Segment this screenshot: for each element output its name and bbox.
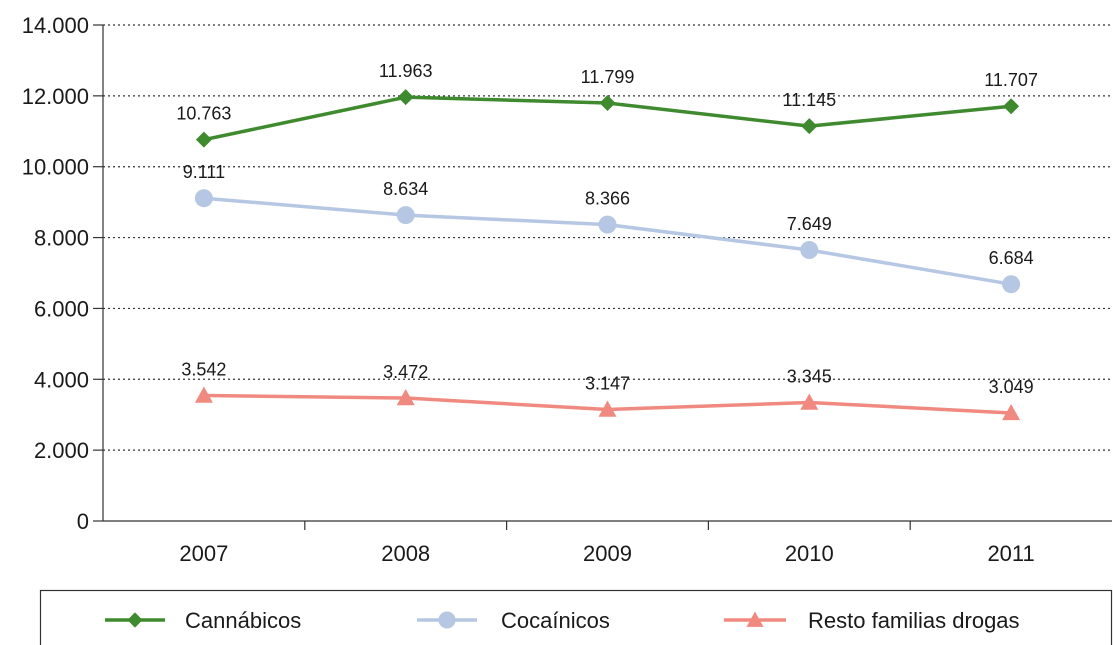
y-tick-label: 8.000 [34,226,89,251]
data-label-Cannábicos-2011: 11.707 [984,70,1038,90]
x-tick-label-2008: 2008 [381,541,430,566]
y-tick-label: 12.000 [22,84,89,109]
data-point-Cannábicos-2010 [801,118,818,135]
y-tick-label: 10.000 [22,155,89,180]
legend-label: Cocaínicos [501,608,610,633]
data-point-Cocaínicos-2011 [1002,275,1021,294]
data-label-Resto familias drogas-2009: 3.147 [585,374,630,394]
legend-label: Cannábicos [185,608,301,633]
legend-label: Resto familias drogas [808,608,1020,633]
legend-item-Cannábicos: Cannábicos [105,608,301,633]
series-Cocaínicos [194,189,1021,294]
series-line-Cocaínicos [203,196,1012,286]
data-point-Resto familias drogas-2010 [800,393,819,410]
series-Cannábicos [195,89,1020,148]
data-label-Cocaínicos-2008: 8.634 [383,179,428,199]
data-point-Resto familias drogas-2011 [1002,403,1021,421]
x-tick-label-2007: 2007 [179,541,228,566]
x-tick-label-2011: 2011 [987,541,1034,566]
data-label-Cannábicos-2007: 10.763 [176,104,231,124]
data-label-Cocaínicos-2011: 6.684 [989,248,1034,268]
y-tick-label: 6.000 [34,296,89,321]
y-tick-label: 0 [77,509,89,534]
legend-marker-circle [438,611,456,629]
y-tick-label: 2.000 [34,438,89,463]
data-point-Cannábicos-2008 [397,89,414,106]
y-tick-label: 14.000 [22,13,89,38]
data-point-Resto familias drogas-2007 [194,386,213,403]
data-label-Cannábicos-2009: 11.799 [581,67,635,87]
data-label-Cannábicos-2008: 11.963 [379,61,433,81]
data-point-Cocaínicos-2007 [194,189,213,208]
legend-box [39,589,1113,645]
data-labels: 10.763 11.963 11.799 11.145 11.707 9.111 8.634… [176,61,1038,397]
series-Resto familias drogas [194,386,1021,421]
data-label-Cocaínicos-2010: 7.649 [787,214,832,234]
data-point-Cannábicos-2011 [1003,98,1020,115]
data-label-Resto familias drogas-2008: 3.472 [383,362,428,382]
data-label-Cannábicos-2010: 11.145 [782,90,836,110]
legend-item-Resto familias drogas: Resto familias drogas [724,608,1020,633]
x-tick-label-2010: 2010 [785,541,834,566]
data-point-Resto familias drogas-2009 [598,400,617,417]
data-label-Resto familias drogas-2010: 3.345 [787,366,832,386]
data-label-Cocaínicos-2007: 9.111 [183,162,225,182]
data-label-Resto familias drogas-2011: 3.049 [989,377,1034,397]
legend-marker-diamond [127,612,143,628]
legend-marker-triangle [746,611,764,627]
data-point-Cocaínicos-2010 [800,241,819,260]
gridlines [103,24,1112,451]
data-label-Cocaínicos-2009: 8.366 [585,189,630,209]
y-tick-label: 4.000 [34,367,89,392]
data-point-Cocaínicos-2009 [598,215,617,234]
series [194,89,1021,421]
x-tick-label-2009: 2009 [583,541,632,566]
data-point-Cannábicos-2009 [599,94,616,111]
data-label-Resto familias drogas-2007: 3.542 [181,360,226,380]
data-point-Cannábicos-2007 [195,131,212,148]
axes: 0 2.000 4.000 6.000 8.000 10.000 12.000 14.000 2… [22,13,1112,566]
data-point-Resto familias drogas-2008 [396,388,415,406]
legend: Cannábicos Cocaínicos Resto familias droga… [39,589,1113,645]
legend-item-Cocaínicos: Cocaínicos [417,608,610,633]
data-point-Cocaínicos-2008 [396,206,415,225]
